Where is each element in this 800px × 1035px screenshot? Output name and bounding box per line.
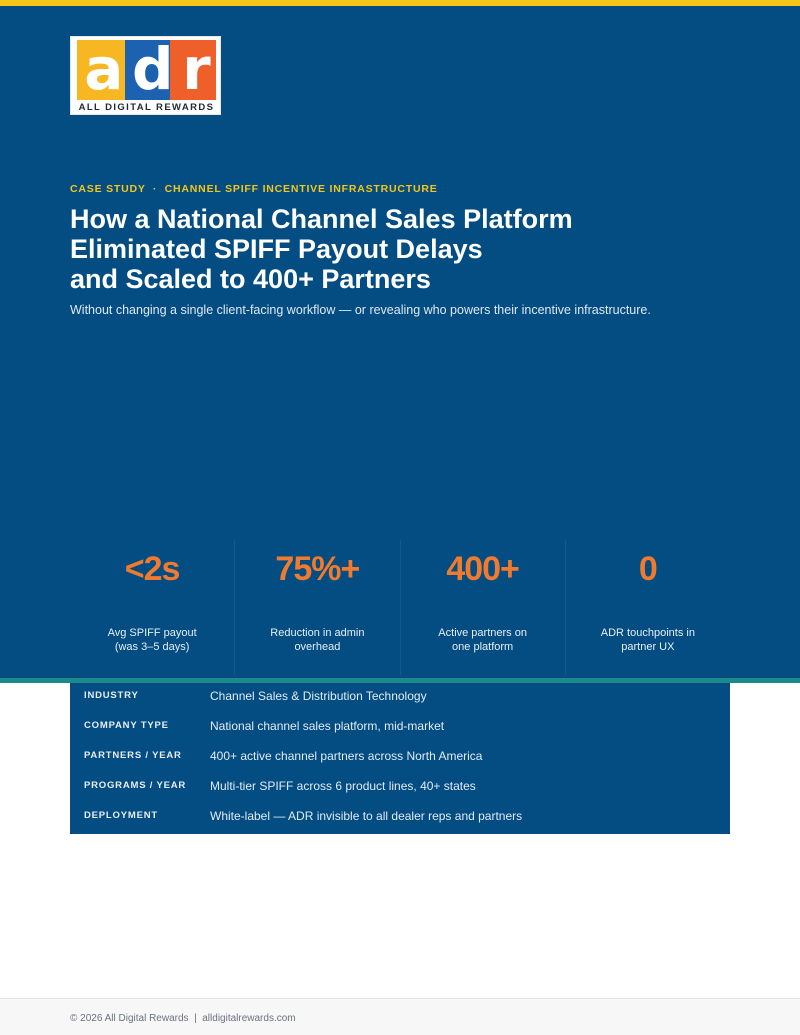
logo-tagline: ALL DIGITAL REWARDS [78,102,215,113]
section-divider [0,678,800,683]
stat-value: 400+ [446,550,520,588]
page-title: How a National Channel Sales Platform El… [70,204,750,294]
info-value: White-label — ADR invisible to all deale… [210,809,523,823]
info-value: Multi-tier SPIFF across 6 product lines,… [210,779,476,793]
stat-admin-reduction: 75%+ Reduction in admin overhead [234,540,399,675]
title-line: Eliminated SPIFF Payout Delays [70,234,483,264]
info-row-industry: INDUSTRY Channel Sales & Distribution Te… [70,683,730,713]
logo-letter-d: d [131,35,174,103]
top-accent-bar [0,0,800,6]
info-row-deployment: DEPLOYMENT White-label — ADR invisible t… [70,803,730,833]
logo-letters: a d r [71,33,222,99]
stat-label: Reduction in admin overhead [270,627,365,653]
logo-block-r [170,40,216,100]
info-value: National channel sales platform, mid-mar… [210,719,445,733]
stat-adr-touchpoints: 0 ADR touchpoints in partner UX [564,540,730,675]
stats-row: <2s Avg SPIFF payout (was 3–5 days) 75%+… [70,540,730,675]
stat-active-partners: 400+ Active partners on one platform [399,540,565,675]
info-value: Channel Sales & Distribution Technology [210,689,427,703]
stat-value: <2s [124,550,181,588]
logo-letter-a: a [84,35,123,103]
info-key: INDUSTRY [84,690,139,701]
stat-value: 75%+ [275,550,360,588]
info-row-partners: PARTNERS / YEAR 400+ active channel part… [70,743,730,773]
company-info-table: INDUSTRY Channel Sales & Distribution Te… [70,683,730,834]
logo-block-a [77,40,125,100]
logo-block-d [125,40,170,100]
stat-payout-speed: <2s Avg SPIFF payout (was 3–5 days) [70,540,234,675]
info-row-company-type: COMPANY TYPE National channel sales plat… [70,713,730,743]
title-line: and Scaled to 400+ Partners [70,264,431,294]
eyebrow-label: CASE STUDY · CHANNEL SPIFF INCENTIVE INF… [70,183,438,195]
footer-background [0,999,800,1035]
info-key: COMPANY TYPE [84,720,169,731]
logo-letter-r: r [182,35,211,103]
adr-logo: a d r ALL DIGITAL REWARDS [70,36,221,115]
footer-text: © 2026 All Digital Rewards | alldigitalr… [70,1013,296,1024]
info-value: 400+ active channel partners across Nort… [210,749,483,763]
info-row-programs: PROGRAMS / YEAR Multi-tier SPIFF across … [70,773,730,803]
footer-divider [0,998,800,999]
stat-label: Active partners on one platform [438,627,527,653]
title-line: How a National Channel Sales Platform [70,204,573,234]
info-key: PROGRAMS / YEAR [84,780,187,791]
info-key: PARTNERS / YEAR [84,750,182,761]
page-subtitle: Without changing a single client-facing … [70,303,651,317]
stat-label: ADR touchpoints in partner UX [600,627,695,653]
hero-section: a d r ALL DIGITAL REWARDS CASE STUDY · C… [0,0,800,678]
info-key: DEPLOYMENT [84,810,158,821]
stat-label: Avg SPIFF payout (was 3–5 days) [107,627,197,653]
stat-value: 0 [638,550,658,588]
